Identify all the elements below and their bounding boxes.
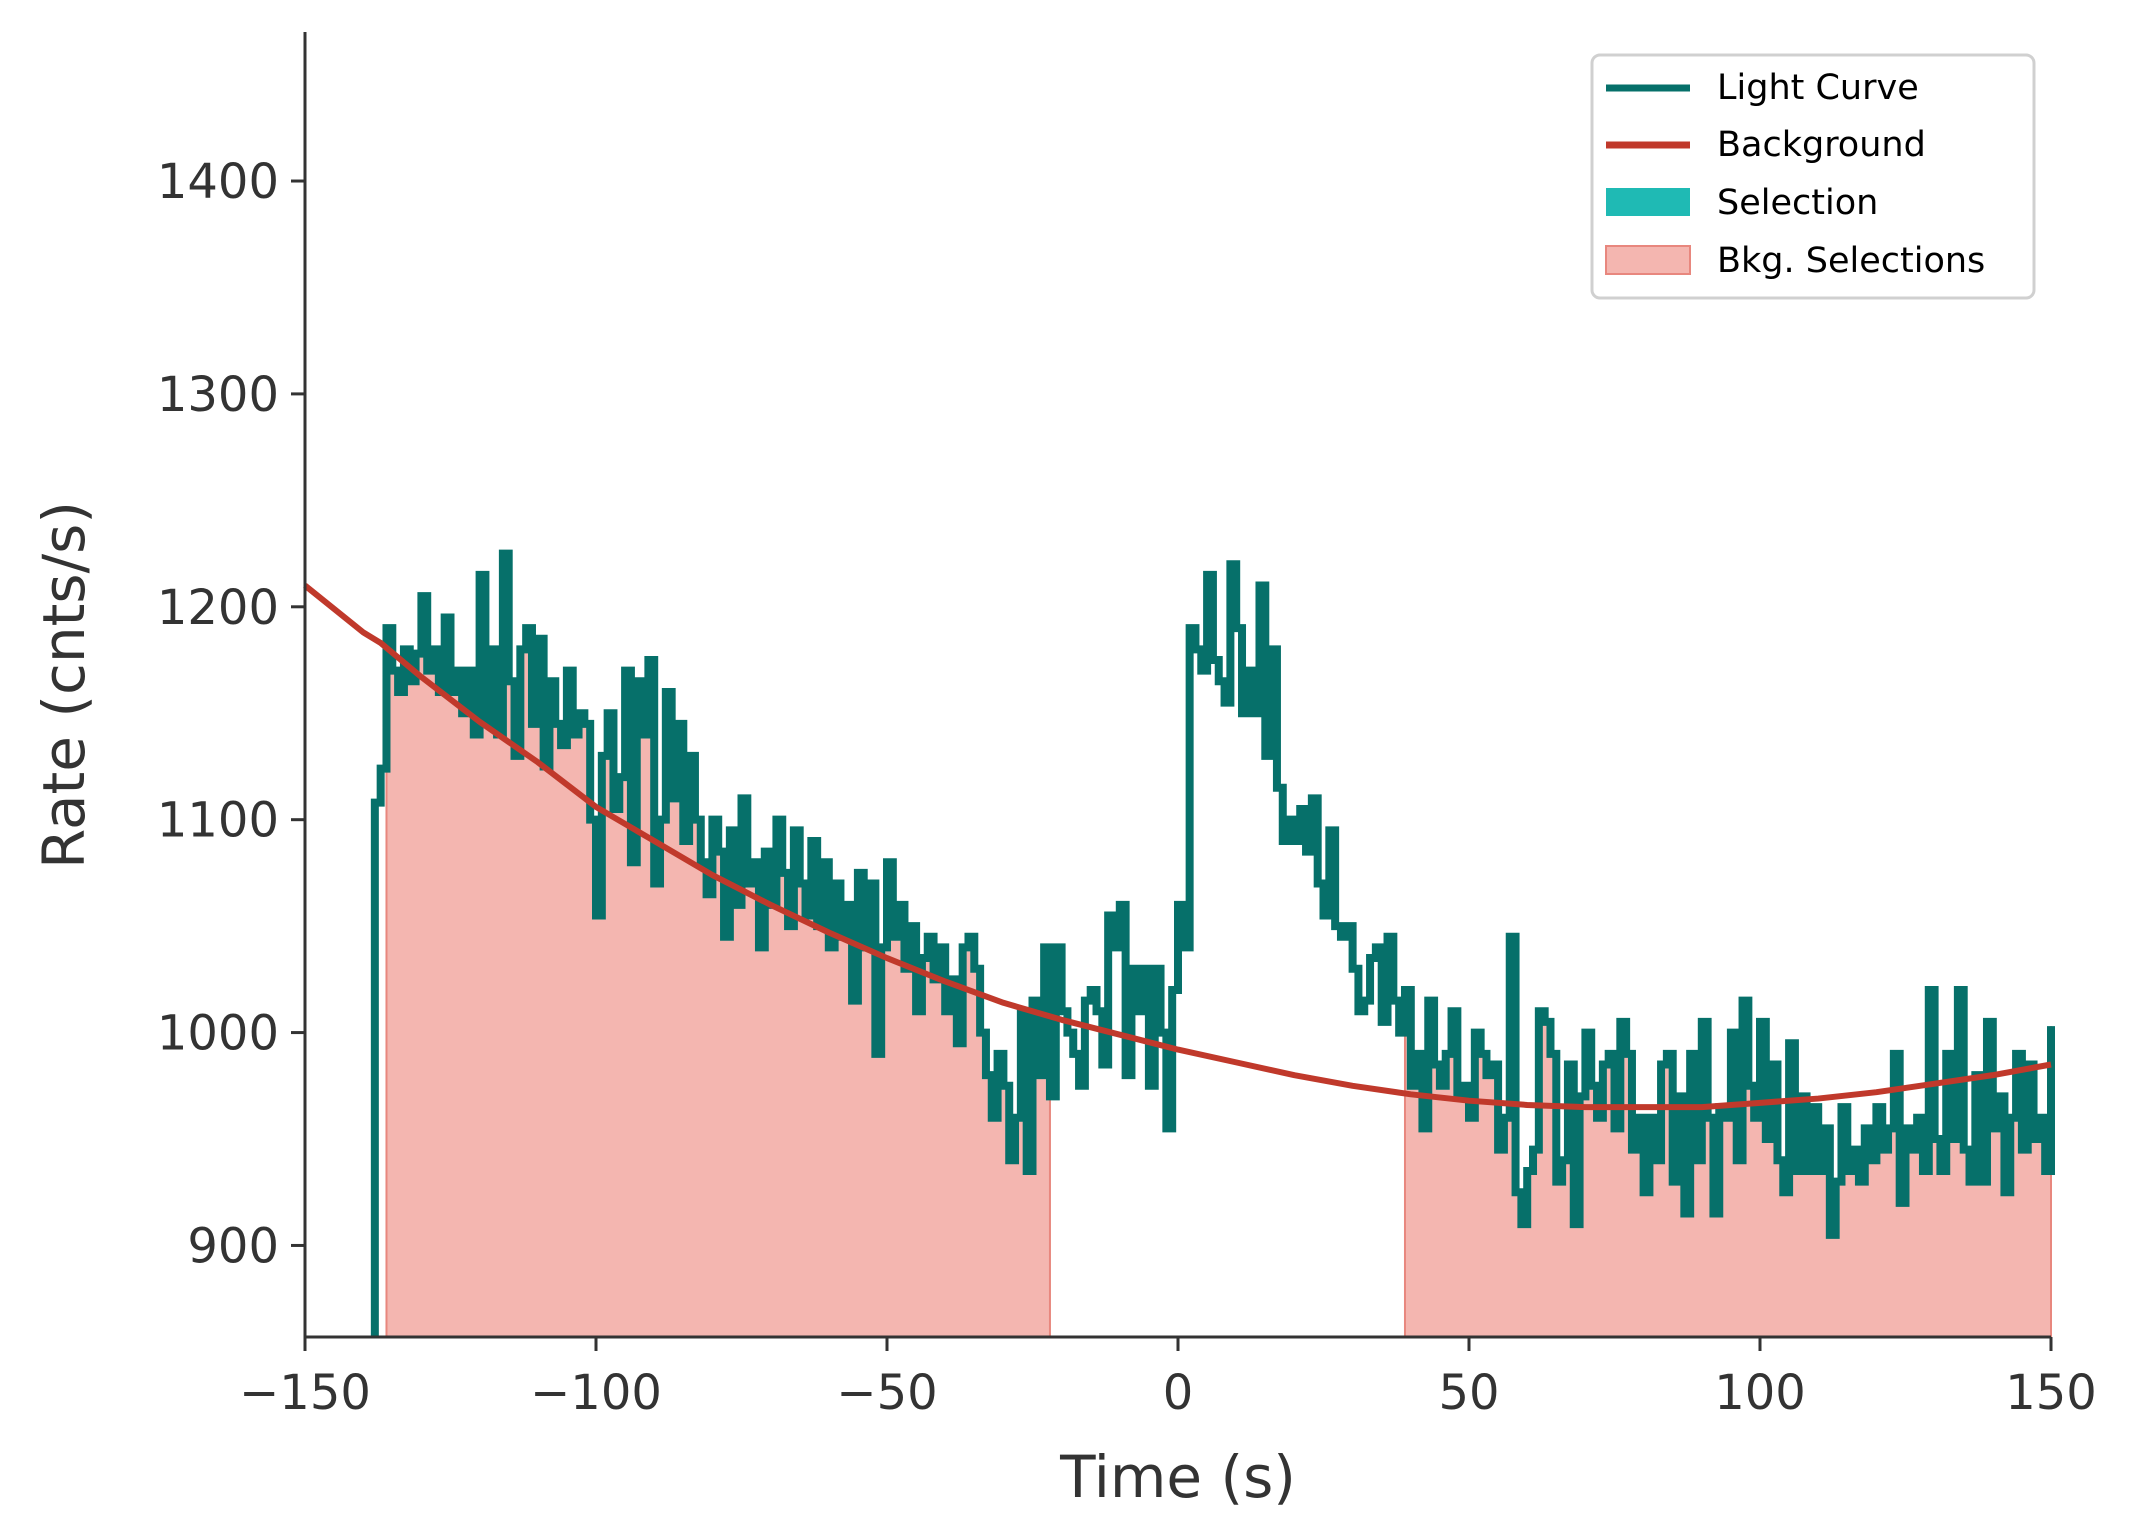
x-tick-label: 150 bbox=[2005, 1365, 2097, 1421]
legend-swatch-bkg-selections bbox=[1605, 245, 1691, 275]
x-tick-label: −50 bbox=[836, 1365, 937, 1421]
y-tick-label: 1200 bbox=[157, 580, 279, 636]
y-tick-label: 1300 bbox=[157, 367, 279, 423]
legend-label-light-curve: Light Curve bbox=[1717, 68, 1919, 108]
x-tick-label: 100 bbox=[1714, 1365, 1806, 1421]
x-axis-label: Time (s) bbox=[1059, 1443, 1296, 1511]
x-tick-label: −150 bbox=[239, 1365, 371, 1421]
x-tick-label: 0 bbox=[1163, 1365, 1194, 1421]
background-series bbox=[303, 583, 2052, 1111]
y-tick-label: 1100 bbox=[157, 793, 279, 849]
y-tick-label: 1400 bbox=[157, 154, 279, 210]
y-axis-label: Rate (cnts/s) bbox=[30, 501, 98, 869]
x-tick-label: 50 bbox=[1438, 1365, 1499, 1421]
legend-box bbox=[1590, 53, 2036, 300]
legend-swatch-selection bbox=[1606, 188, 1690, 216]
legend: Light Curve Background Selection Bkg. Se… bbox=[1590, 53, 2036, 300]
y-tick-label: 1000 bbox=[157, 1006, 279, 1062]
x-tick-label: −100 bbox=[530, 1365, 662, 1421]
x-ticks: −150 −100 −50 0 50 100 150 bbox=[239, 1337, 2097, 1421]
background-line bbox=[303, 583, 2052, 1111]
light-curve-series bbox=[370, 549, 2055, 1337]
y-tick-label: 900 bbox=[187, 1218, 279, 1274]
legend-label-background: Background bbox=[1717, 125, 1926, 165]
legend-label-selection: Selection bbox=[1717, 183, 1878, 223]
legend-label-bkg-selections: Bkg. Selections bbox=[1717, 241, 1985, 281]
y-ticks: 900 1000 1100 1200 1300 1400 bbox=[157, 154, 305, 1274]
light-curve-line bbox=[370, 549, 2055, 1337]
